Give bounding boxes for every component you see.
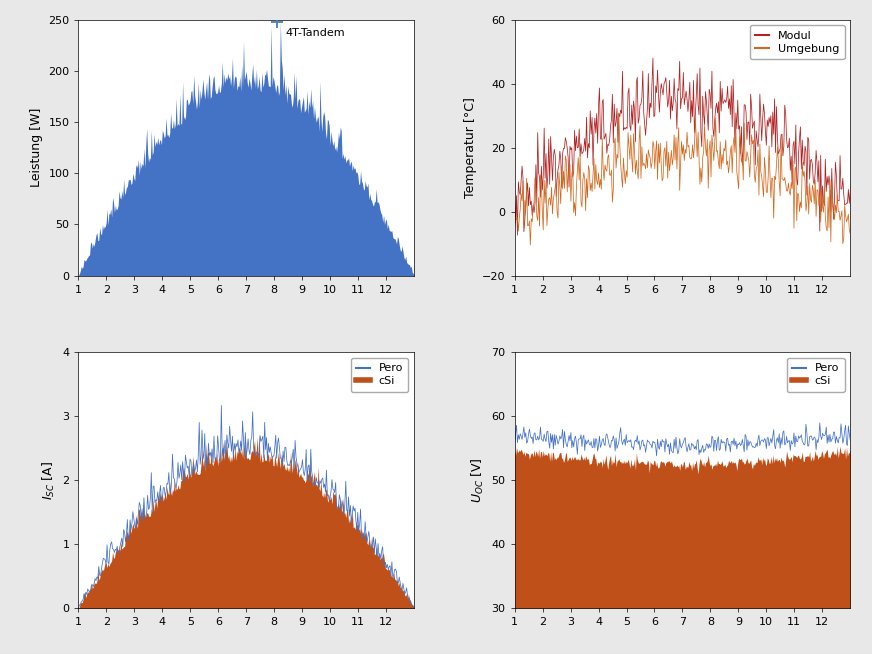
Legend: Pero, cSi: Pero, cSi: [351, 358, 408, 392]
Legend: Modul, Umgebung: Modul, Umgebung: [750, 25, 845, 59]
Text: 4T-Tandem: 4T-Tandem: [285, 28, 345, 38]
Legend: Pero, cSi: Pero, cSi: [787, 358, 845, 392]
Y-axis label: $U_{OC}$ [V]: $U_{OC}$ [V]: [470, 457, 486, 503]
Y-axis label: Temperatur [°C]: Temperatur [°C]: [464, 97, 477, 198]
Y-axis label: $I_{SC}$ [A]: $I_{SC}$ [A]: [41, 461, 57, 500]
Y-axis label: Leistung [W]: Leistung [W]: [30, 108, 43, 187]
